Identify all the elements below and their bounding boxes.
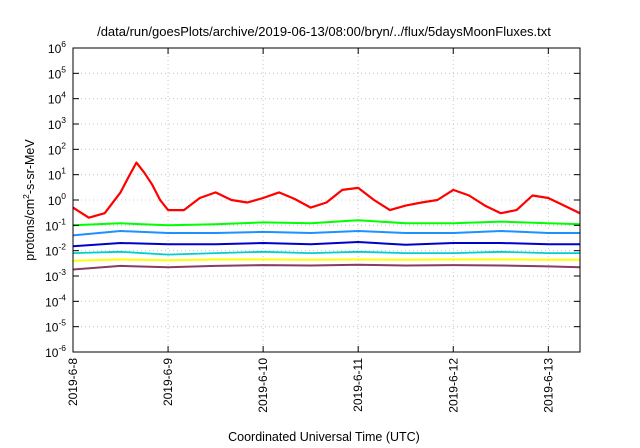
x-tick-label: 2019-6-9 — [161, 358, 175, 406]
y-tick-exponent: 5 — [61, 64, 66, 74]
y-tick-exponent: 6 — [61, 39, 66, 49]
y-tick-base: 10 — [45, 219, 59, 233]
y-tick-base: 10 — [48, 93, 62, 107]
y-tick-base: 10 — [45, 245, 59, 259]
y-tick-exponent: -2 — [58, 242, 66, 252]
y-tick-label: 10-5 — [45, 318, 66, 335]
y-axis-label-prefix: protons/cm — [23, 199, 37, 261]
y-tick-exponent: -4 — [58, 292, 66, 302]
x-tick-label: 2019-6-10 — [256, 358, 270, 413]
y-axis-label: protons/cm2-s-sr-MeV — [21, 139, 37, 261]
y-tick-base: 10 — [45, 321, 59, 335]
x-tick-label: 2019-6-11 — [351, 358, 365, 412]
x-tick-label: 2019-6-12 — [446, 358, 460, 413]
y-tick-label: 10-4 — [45, 292, 66, 309]
y-tick-exponent: -3 — [58, 267, 66, 277]
y-tick-exponent: 1 — [61, 166, 66, 176]
series-line-5 — [72, 250, 580, 256]
y-tick-base: 10 — [48, 169, 62, 183]
series-line-4 — [72, 241, 580, 248]
y-tick-base: 10 — [48, 67, 62, 81]
y-tick-label: 101 — [48, 166, 66, 183]
grid-lines — [73, 48, 580, 352]
y-tick-base: 10 — [48, 42, 62, 56]
y-tick-base: 10 — [45, 295, 59, 309]
y-tick-exponent: 4 — [61, 90, 66, 100]
series-line-2 — [72, 219, 581, 227]
series-line-3 — [72, 230, 580, 237]
y-tick-exponent: -1 — [58, 216, 66, 226]
y-tick-base: 10 — [45, 270, 59, 284]
y-tick-label: 10-3 — [45, 267, 66, 284]
chart-title: /data/run/goesPlots/archive/2019-06-13/0… — [97, 24, 551, 39]
y-tick-label: 105 — [48, 64, 66, 81]
x-tick-label: 2019-6-8 — [66, 358, 80, 406]
y-tick-exponent: 3 — [61, 115, 66, 125]
y-tick-label: 10-1 — [45, 216, 66, 233]
y-tick-base: 10 — [48, 194, 62, 208]
y-tick-exponent: -5 — [58, 318, 66, 328]
series-line-7 — [72, 263, 581, 271]
y-tick-labels: 10-610-510-410-310-210-11001011021031041… — [45, 39, 66, 360]
y-tick-exponent: -6 — [58, 343, 66, 353]
y-tick-label: 102 — [48, 140, 66, 157]
series-line-1 — [72, 161, 581, 219]
y-tick-exponent: 2 — [61, 140, 66, 150]
y-tick-base: 10 — [45, 346, 59, 360]
y-tick-label: 103 — [48, 115, 66, 132]
x-tick-label: 2019-6-13 — [541, 358, 555, 413]
y-tick-exponent: 0 — [61, 191, 66, 201]
x-axis-label: Coordinated Universal Time (UTC) — [228, 430, 420, 444]
y-tick-label: 10-6 — [45, 343, 66, 360]
y-tick-label: 106 — [48, 39, 66, 56]
y-axis-label-suffix: -s-sr-MeV — [23, 139, 37, 195]
y-tick-label: 10-2 — [45, 242, 66, 259]
tick-marks — [72, 47, 580, 353]
x-tick-labels: 2019-6-8 2019-6-9 2019-6-10 2019-6-11 2019-6… — [66, 358, 555, 413]
series-line-6 — [72, 258, 580, 262]
y-tick-base: 10 — [48, 118, 62, 132]
y-tick-base: 10 — [48, 143, 62, 157]
series-group — [72, 161, 581, 271]
y-tick-label: 100 — [48, 191, 66, 208]
y-tick-label: 104 — [48, 90, 66, 107]
y-axis-label-sup: 2 — [21, 194, 31, 199]
